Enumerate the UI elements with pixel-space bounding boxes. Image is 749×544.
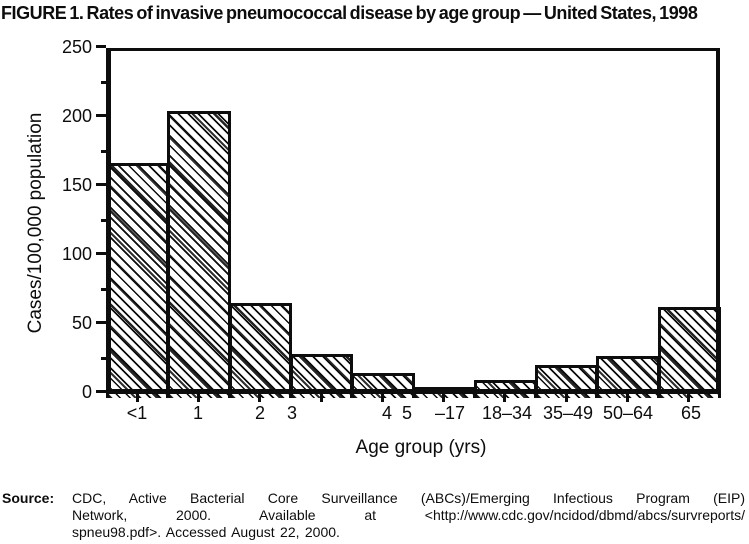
y-axis-major-tick bbox=[96, 321, 106, 324]
x-axis-tick bbox=[197, 394, 200, 402]
x-axis-tick-label: 1 bbox=[192, 403, 204, 423]
bar-age-3 bbox=[290, 354, 353, 398]
y-axis-major-tick bbox=[96, 45, 106, 48]
y-axis-tick-label: 100 bbox=[61, 244, 92, 264]
x-axis-title: Age group (yrs) bbox=[355, 437, 487, 458]
x-axis-tick-label: 50–64 bbox=[602, 403, 654, 423]
x-axis-tick-label: 65 bbox=[680, 403, 702, 423]
x-axis-tick bbox=[565, 394, 568, 402]
x-axis-tick-label: 35–49 bbox=[542, 403, 594, 423]
bar-age-65 bbox=[658, 307, 721, 398]
y-axis-major-tick bbox=[96, 183, 106, 186]
source-label: Source: bbox=[2, 490, 55, 506]
x-axis-tick-label: <1 bbox=[126, 403, 148, 423]
y-axis-tick-label: 150 bbox=[61, 175, 92, 195]
x-axis-tick-label: 3 bbox=[286, 403, 298, 423]
x-axis-tick-label: 4 bbox=[381, 403, 393, 423]
y-axis-tick-label: 200 bbox=[61, 106, 92, 126]
y-axis-major-tick bbox=[96, 252, 106, 255]
source-line: CDC, Active Bacterial Core Surveillance … bbox=[72, 490, 745, 506]
y-axis-minor-tick bbox=[101, 219, 106, 222]
y-axis-tick-label: 0 bbox=[81, 382, 92, 402]
source-line: spneu98.pdf>. Accessed August 22, 2000. bbox=[72, 524, 340, 540]
x-axis-tick bbox=[381, 394, 384, 402]
source-note: CDC, Active Bacterial Core Surveillance … bbox=[72, 490, 745, 541]
y-axis-minor-tick bbox=[101, 357, 106, 360]
x-axis-tick bbox=[442, 394, 445, 402]
y-axis-minor-tick bbox=[101, 150, 106, 153]
x-axis-tick bbox=[503, 394, 506, 402]
bar-age-2 bbox=[229, 303, 292, 398]
figure-title: FIGURE 1. Rates of invasive pneumococcal… bbox=[1, 3, 698, 23]
x-axis-tick-label: –17 bbox=[434, 403, 466, 423]
x-axis-tick-label: 18–34 bbox=[481, 403, 533, 423]
source-line: Network, 2000. Available at <http://www.… bbox=[72, 507, 745, 523]
y-axis-major-tick bbox=[96, 114, 106, 117]
bar-age-<1 bbox=[106, 163, 169, 398]
x-axis-tick bbox=[626, 394, 629, 402]
x-axis-tick bbox=[320, 394, 323, 402]
x-axis-tick bbox=[687, 394, 690, 402]
y-axis-tick-label: 50 bbox=[71, 313, 92, 333]
y-axis-minor-tick bbox=[101, 81, 106, 84]
y-axis-minor-tick bbox=[101, 288, 106, 291]
x-axis-tick bbox=[136, 394, 139, 402]
y-axis-tick-label: 250 bbox=[61, 37, 92, 57]
x-axis-tick bbox=[258, 394, 261, 402]
x-axis-tick-label: 5 bbox=[401, 403, 413, 423]
bar-age-1 bbox=[167, 111, 231, 398]
y-axis-major-tick bbox=[96, 390, 106, 393]
x-axis-tick-label: 2 bbox=[254, 403, 266, 423]
bar-age-50–64 bbox=[596, 356, 660, 398]
